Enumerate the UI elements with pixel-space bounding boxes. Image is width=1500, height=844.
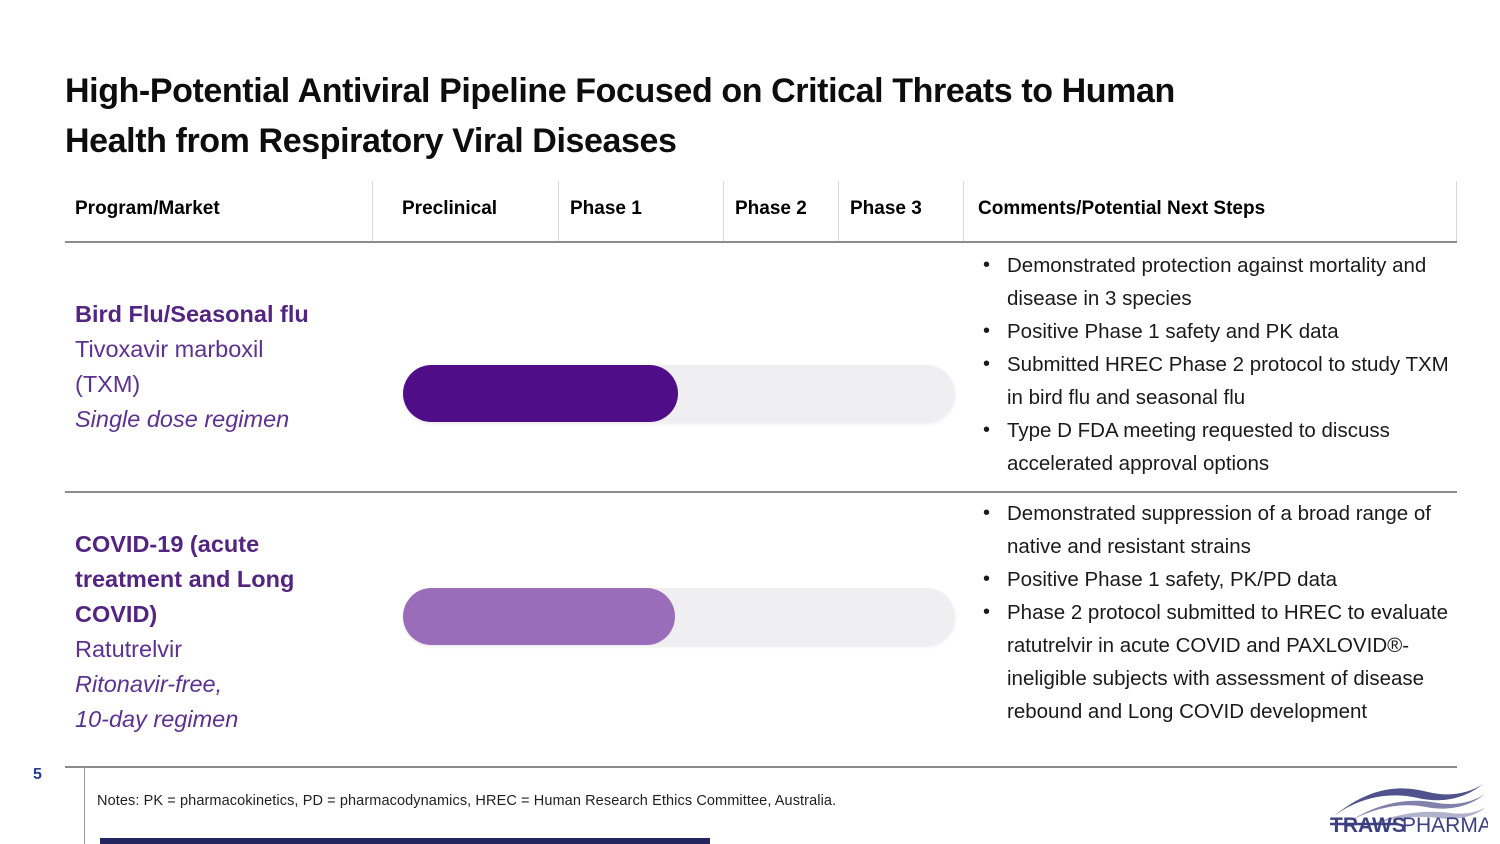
program-drug-line: (TXM) <box>75 371 141 397</box>
program-regimen-line: Ritonavir-free, <box>75 671 223 697</box>
header-underline <box>65 241 1457 243</box>
footer-divider <box>65 766 1457 768</box>
program-cell-bird-flu: Bird Flu/Seasonal flu Tivoxavir marboxil… <box>75 297 360 437</box>
comment-bullet: Positive Phase 1 safety and PK data <box>977 315 1465 348</box>
program-drug-line: Tivoxavir marboxil <box>75 336 264 362</box>
traws-pharma-logo: TRAWS PHARMA <box>1330 784 1488 837</box>
program-regimen-line: Single dose regimen <box>75 406 290 432</box>
logo-word-pharma: PHARMA <box>1402 814 1488 837</box>
comment-bullet: Demonstrated protection against mortalit… <box>977 249 1465 315</box>
column-header-preclinical: Preclinical <box>402 198 498 219</box>
comment-bullet: Positive Phase 1 safety, PK/PD data <box>977 563 1465 596</box>
program-drug-line: Ratutrelvir <box>75 636 183 662</box>
comments-cell-row1: Demonstrated protection against mortalit… <box>977 249 1465 480</box>
footnotes: Notes: PK = pharmacokinetics, PD = pharm… <box>97 793 837 809</box>
footer-vertical-divider <box>84 767 85 844</box>
header-column-divider <box>372 181 373 242</box>
comment-bullet: Phase 2 protocol submitted to HREC to ev… <box>977 596 1465 728</box>
column-header-phase-3: Phase 3 <box>850 198 922 219</box>
program-name: Bird Flu/Seasonal flu <box>75 301 309 327</box>
comments-cell-row2: Demonstrated suppression of a broad rang… <box>977 497 1465 728</box>
column-header-phase-2: Phase 2 <box>735 198 807 219</box>
logo-wave-icon <box>1334 784 1486 826</box>
progress-track-row2 <box>403 588 955 645</box>
column-header-comments: Comments/Potential Next Steps <box>978 198 1266 219</box>
comment-bullet: Demonstrated suppression of a broad rang… <box>977 497 1465 563</box>
comment-bullet: Submitted HREC Phase 2 protocol to study… <box>977 348 1465 414</box>
progress-fill-row2 <box>403 588 675 645</box>
page-title-line1: High-Potential Antiviral Pipeline Focuse… <box>65 72 1175 110</box>
progress-fill-row1 <box>403 365 678 422</box>
header-column-divider <box>558 181 559 242</box>
header-column-divider <box>838 181 839 242</box>
page-title-line2: Health from Respiratory Viral Diseases <box>65 122 677 160</box>
program-regimen-line: 10-day regimen <box>75 706 239 732</box>
header-column-divider <box>963 181 964 242</box>
page-title: High-Potential Antiviral Pipeline Focuse… <box>65 66 1465 166</box>
program-name: COVID-19 (acute treatment and Long COVID… <box>75 531 295 627</box>
logo-word-traws: TRAWS <box>1330 814 1406 837</box>
column-header-phase-1: Phase 1 <box>570 198 642 219</box>
header-column-divider <box>1456 181 1457 242</box>
program-cell-covid19: COVID-19 (acute treatment and Long COVID… <box>75 527 360 737</box>
row-divider <box>65 491 1457 493</box>
bottom-accent-bar <box>100 838 710 844</box>
header-column-divider <box>723 181 724 242</box>
page-number: 5 <box>33 766 42 783</box>
comment-bullet: Type D FDA meeting requested to discuss … <box>977 414 1465 480</box>
progress-track-row1 <box>403 365 955 422</box>
column-header-program-market: Program/Market <box>75 198 220 219</box>
